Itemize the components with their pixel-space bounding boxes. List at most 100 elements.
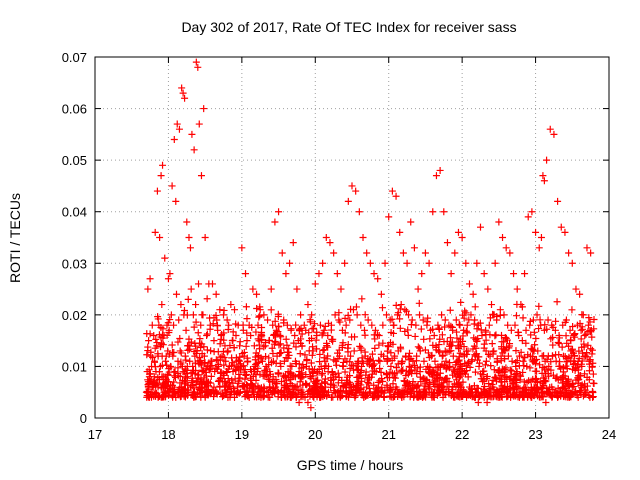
- data-point: [460, 314, 468, 322]
- data-point: [529, 375, 537, 383]
- data-point: [581, 370, 589, 378]
- data-point: [345, 393, 353, 401]
- data-point: [388, 315, 396, 323]
- data-point: [235, 377, 243, 385]
- data-point: [524, 351, 532, 359]
- data-point: [420, 335, 428, 343]
- data-point: [344, 311, 352, 319]
- data-point: [157, 172, 165, 180]
- data-point: [480, 270, 488, 278]
- data-point: [285, 387, 293, 395]
- data-point: [207, 347, 215, 355]
- data-point: [355, 379, 363, 387]
- data-point: [380, 393, 388, 401]
- y-tick-label: 0.03: [62, 256, 87, 271]
- data-point: [354, 365, 362, 373]
- data-point: [485, 380, 493, 388]
- data-point: [430, 331, 438, 339]
- data-point: [391, 386, 399, 394]
- data-point: [276, 349, 284, 357]
- data-point: [153, 187, 161, 195]
- data-point: [161, 254, 169, 262]
- data-point: [203, 346, 211, 354]
- data-point: [459, 332, 467, 340]
- data-point: [158, 361, 166, 369]
- data-point: [384, 342, 392, 350]
- data-point: [554, 393, 562, 401]
- data-point: [465, 390, 473, 398]
- data-point: [188, 130, 196, 138]
- data-point: [197, 321, 205, 329]
- data-point: [243, 337, 251, 345]
- data-point: [247, 381, 255, 389]
- data-point: [248, 387, 256, 395]
- data-point: [578, 343, 586, 351]
- y-tick-label: 0.06: [62, 102, 87, 117]
- data-point: [431, 376, 439, 384]
- data-point: [316, 321, 324, 329]
- data-point: [502, 343, 510, 351]
- data-point: [205, 382, 213, 390]
- data-point: [191, 391, 199, 399]
- data-point: [431, 357, 439, 365]
- data-point: [351, 333, 359, 341]
- data-point: [167, 311, 175, 319]
- data-point: [470, 320, 478, 328]
- data-point: [359, 234, 367, 241]
- data-point: [528, 391, 536, 399]
- data-point: [552, 317, 560, 325]
- data-point: [236, 338, 244, 346]
- data-point: [513, 369, 521, 377]
- data-point: [488, 380, 496, 388]
- data-point: [295, 399, 303, 407]
- data-point: [210, 392, 218, 400]
- data-point: [511, 321, 519, 329]
- data-point: [434, 383, 442, 391]
- data-point: [441, 323, 449, 331]
- data-point: [307, 404, 315, 412]
- data-point: [297, 339, 305, 347]
- data-point: [312, 336, 320, 344]
- data-point: [368, 362, 376, 370]
- data-point: [583, 244, 591, 252]
- data-point: [232, 331, 240, 339]
- data-point: [232, 367, 240, 375]
- data-point: [484, 285, 492, 293]
- data-point: [205, 365, 213, 373]
- data-point: [383, 311, 391, 319]
- data-point: [313, 387, 321, 395]
- data-point: [164, 347, 172, 355]
- data-point: [217, 335, 225, 343]
- data-point: [425, 259, 433, 267]
- data-point: [244, 392, 252, 400]
- data-point: [480, 385, 488, 393]
- data-point: [350, 347, 358, 355]
- data-point: [178, 84, 186, 92]
- data-point: [543, 325, 551, 333]
- data-point: [558, 343, 566, 351]
- data-point: [451, 249, 459, 257]
- data-point: [456, 349, 464, 357]
- data-point: [158, 352, 166, 360]
- data-point: [576, 290, 584, 298]
- data-point: [448, 342, 456, 350]
- data-point: [342, 321, 350, 329]
- data-point: [151, 228, 159, 236]
- data-point: [224, 386, 232, 394]
- data-point: [324, 368, 332, 376]
- data-point: [278, 249, 286, 257]
- data-point: [238, 350, 246, 358]
- plot-frame: [94, 56, 610, 419]
- data-point: [209, 320, 217, 328]
- data-point: [308, 334, 316, 342]
- data-point: [168, 182, 176, 190]
- data-point: [287, 325, 295, 333]
- data-point: [198, 311, 206, 319]
- data-point: [433, 381, 441, 389]
- data-point: [268, 344, 276, 352]
- data-point: [156, 234, 164, 241]
- data-point: [256, 312, 264, 320]
- data-point: [407, 386, 415, 394]
- data-point: [295, 327, 303, 335]
- data-point: [589, 359, 597, 367]
